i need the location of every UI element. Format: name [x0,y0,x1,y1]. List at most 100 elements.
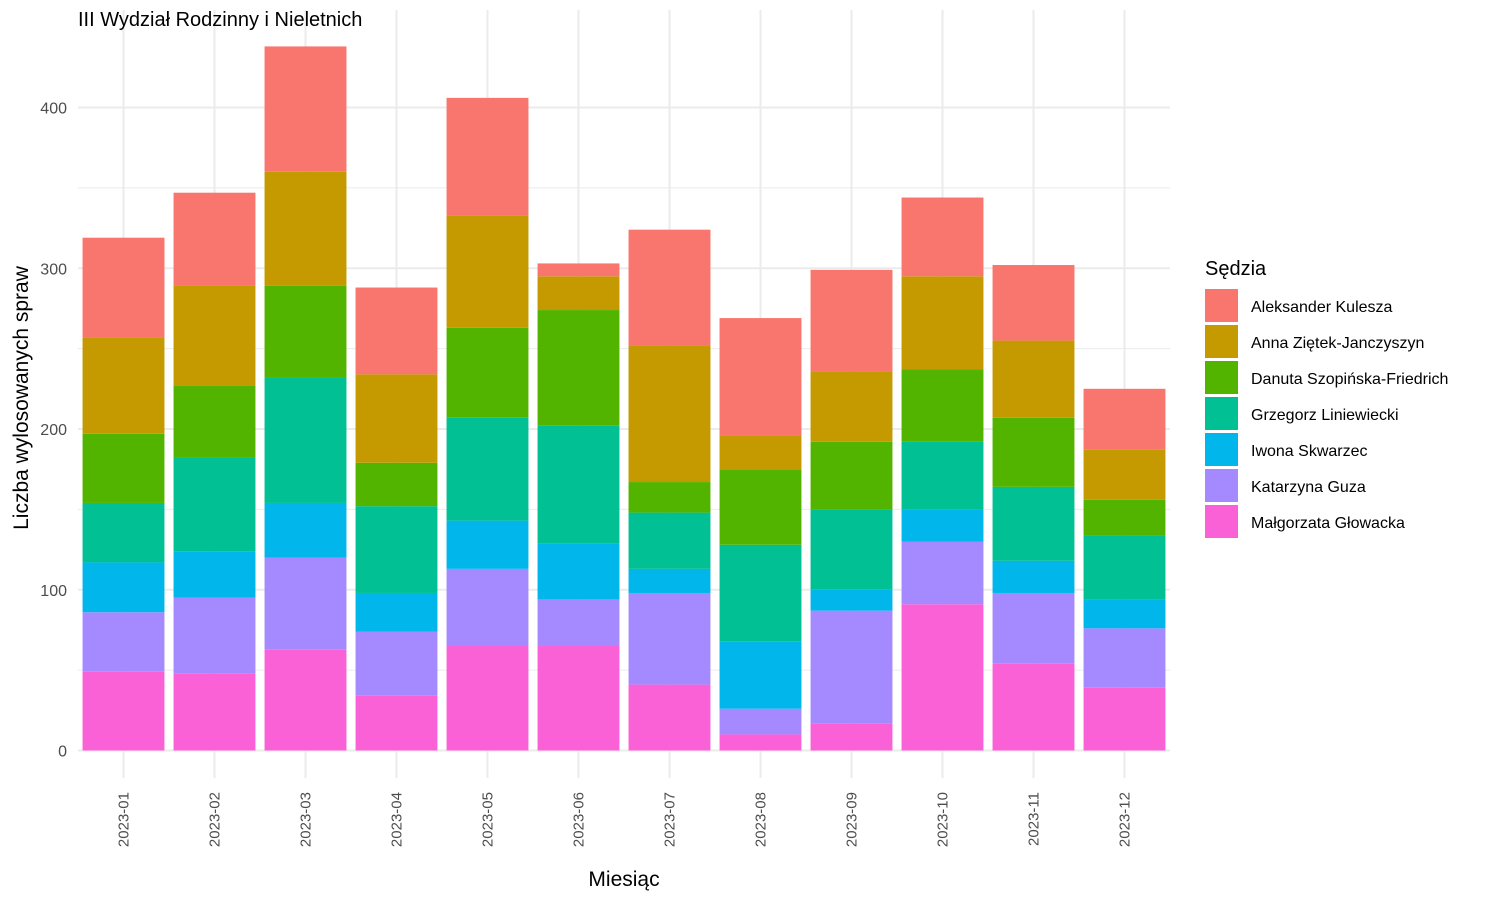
bar-segment [992,340,1075,418]
y-tick-label: 200 [40,422,67,439]
bar-segment [264,649,347,751]
legend-key [1205,397,1238,430]
x-tick-label: 2023-07 [662,792,679,847]
bar-segment [810,371,893,442]
x-tick-label: 2023-11 [1026,792,1043,846]
x-tick-label: 2023-04 [389,792,406,847]
bar-segment [446,215,529,328]
bar-segment [992,663,1075,751]
bar-segment [264,557,347,650]
bar-segment [992,265,1075,341]
bar-segment [810,441,893,510]
bar-segment [992,417,1075,487]
bar-segment [901,541,984,605]
bar-segment [1083,599,1166,629]
bar-segment [537,276,620,311]
bar-segment [901,369,984,442]
bar-segment [82,612,165,672]
bar-segment [628,568,711,593]
bar-segment [355,506,438,593]
bar-segment [82,502,165,563]
x-tick-labels: 2023-01 2023-02 2023-03 2023-04 2023-05 2023-… [116,792,1134,847]
bar-segment [628,684,711,751]
bar-segment [264,46,347,172]
bar-segment [82,562,165,613]
bar-segment [446,327,529,418]
x-tick-label: 2023-01 [116,792,133,847]
x-tick-label: 2023-10 [935,792,952,847]
bar-segment [901,197,984,277]
bar-segment [992,560,1075,593]
y-tick-label: 100 [40,583,67,600]
y-tick-label: 400 [40,101,67,118]
bar-segment [628,512,711,569]
x-tick-label: 2023-05 [480,792,497,847]
bar-segment [173,551,256,598]
bar-segment [264,285,347,378]
legend-label: Grzegorz Liniewiecki [1251,407,1399,424]
bar-segment [901,276,984,370]
legend-title: Sędzia [1205,258,1267,280]
bar-segment [355,462,438,507]
bar-segment [82,337,165,434]
bar-segment [173,673,256,751]
legend-label: Danuta Szopińska-Friedrich [1251,371,1448,388]
bar-segment [264,502,347,558]
legend-key [1205,289,1238,322]
bar-segment [537,646,620,751]
x-tick-label: 2023-12 [1117,792,1134,847]
bar-segment [1083,449,1166,500]
bar-segment [537,543,620,600]
y-tick-label: 300 [40,261,67,278]
bar-segment [173,597,256,674]
legend-label: Aleksander Kulesza [1251,299,1393,316]
bar-segment [355,695,438,751]
bar-segment [446,646,529,751]
bar-segment [719,544,802,642]
bar-segment [355,287,438,375]
bar-segment [446,97,529,216]
x-tick-label: 2023-08 [753,792,770,847]
bar-segment [719,708,802,735]
x-tick-label: 2023-06 [571,792,588,847]
bar-segment [173,457,256,552]
bar-segment [1083,388,1166,450]
bar-segment [173,385,256,458]
bar-segment [810,589,893,611]
legend-label: Małgorzata Głowacka [1251,515,1405,532]
bar-segment [537,263,620,277]
bar-segment [719,641,802,709]
bar-segment [719,469,802,545]
legend-key [1205,469,1238,502]
x-tick-label: 2023-03 [298,792,315,847]
legend-key [1205,361,1238,394]
legend-label: Anna Ziętek-Janczyszyn [1251,335,1424,352]
bar-segment [537,310,620,426]
bar-segment [810,269,893,372]
bar-segment [264,171,347,286]
bar-segment [719,734,802,751]
bar-segment [992,592,1075,664]
bar-segment [810,509,893,590]
y-tick-label: 0 [58,744,67,761]
bar-segment [810,723,893,751]
bar-segment [173,192,256,286]
legend-key [1205,325,1238,358]
legend-label: Iwona Skwarzec [1251,443,1368,460]
bars [82,46,1166,751]
bar-segment [719,435,802,470]
bar-segment [901,509,984,542]
bar-segment [82,237,165,338]
bar-segment [82,433,165,503]
bar-segment [992,486,1075,561]
legend: Sędzia Aleksander Kulesza Anna Ziętek-Jan… [1205,258,1448,538]
x-tick-label: 2023-02 [207,792,224,847]
bar-segment [719,318,802,436]
bar-segment [1083,499,1166,536]
legend-key [1205,505,1238,538]
bar-segment [628,345,711,483]
bar-segment [1083,687,1166,751]
bar-segment [446,568,529,647]
bar-segment [446,520,529,569]
